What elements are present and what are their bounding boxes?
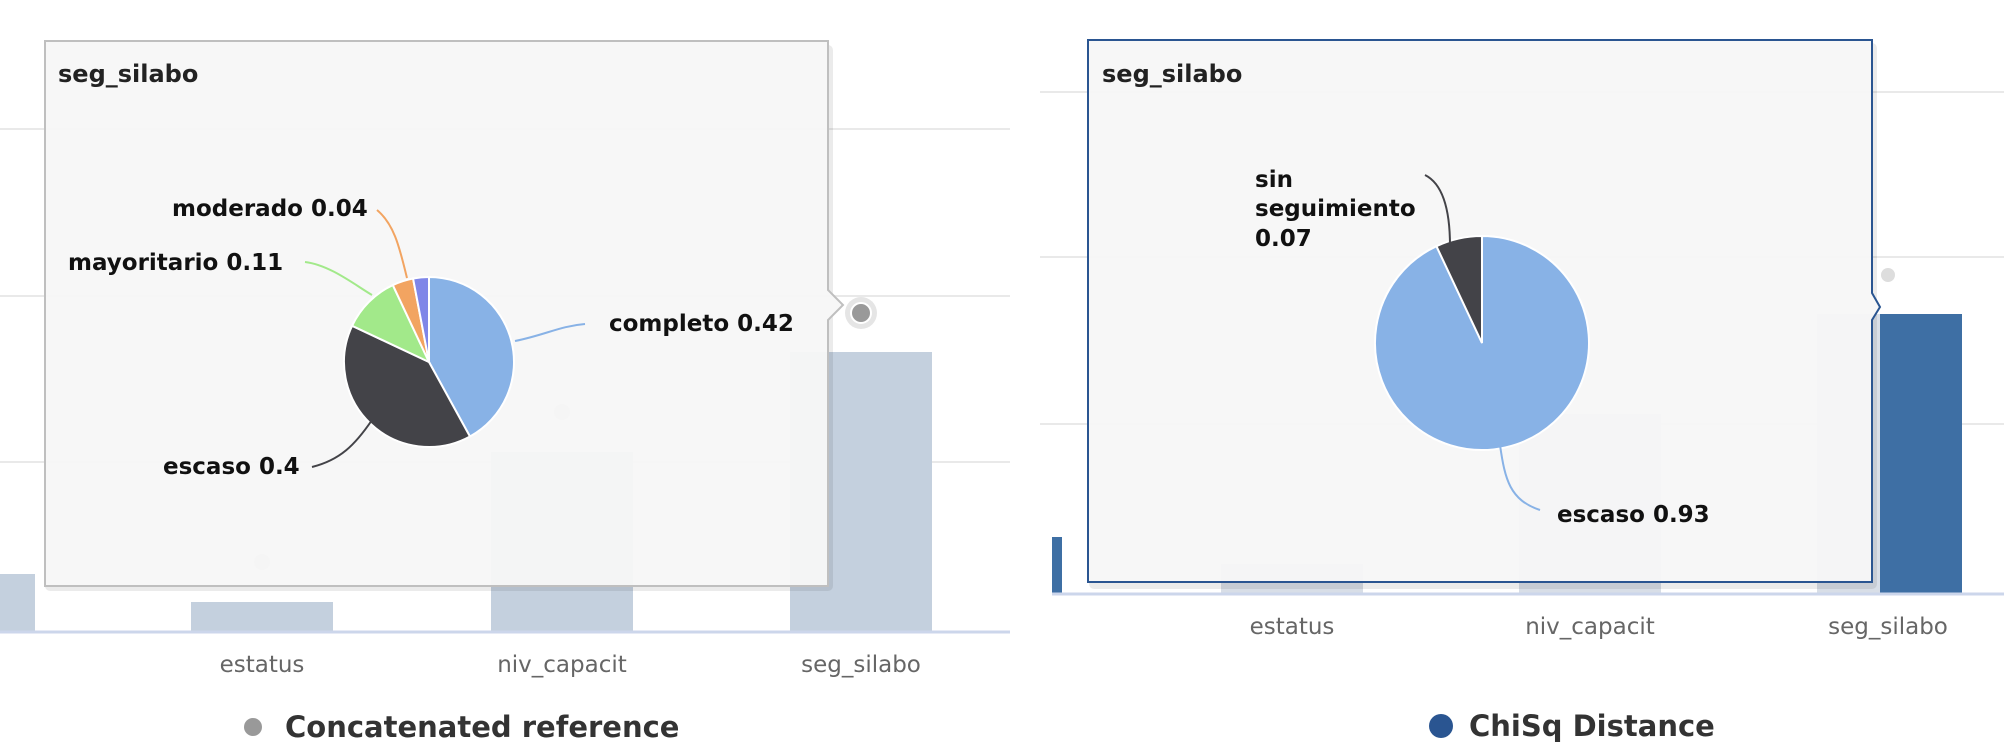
right-pie-label-sin-line3: 0.07 xyxy=(1255,226,1312,252)
left-connector-escaso xyxy=(311,419,373,468)
right-pie-label-sin-line1: sin xyxy=(1255,167,1293,193)
right-pie xyxy=(1374,234,1590,451)
right-axis-label-seg-silabo: seg_silabo xyxy=(1828,614,1948,640)
left-pie-label-moderado: moderado 0.04 xyxy=(172,196,368,222)
right-hover-marker[interactable] xyxy=(1881,268,1895,282)
pie-slice-sin-seguimiento[interactable] xyxy=(1435,234,1483,344)
pie-slice-unlabeled-4[interactable] xyxy=(411,275,430,363)
right-legend-marker[interactable] xyxy=(1429,714,1453,738)
right-axis-label-estatus: estatus xyxy=(1250,614,1335,640)
right-pie-label-escaso: escaso 0.93 xyxy=(1557,502,1710,528)
right-chart-svg: estatus niv_capacit seg_silabo ChiSq Dis… xyxy=(1040,39,2004,743)
left-pie-label-completo: completo 0.42 xyxy=(609,311,794,337)
right-connector-escaso xyxy=(1499,444,1541,511)
pie-slice-completo[interactable] xyxy=(428,275,515,438)
left-pie-label-mayoritario: mayoritario 0.11 xyxy=(68,250,283,276)
left-connector-completo xyxy=(514,323,586,342)
left-hover-marker[interactable] xyxy=(850,302,872,324)
left-axis-label-estatus: estatus xyxy=(220,652,305,678)
left-legend-label[interactable]: Concatenated reference xyxy=(285,710,679,744)
left-tooltip: seg_silabo completo 0.42 escaso 0.4 mayo… xyxy=(44,40,845,591)
left-pie xyxy=(343,275,515,448)
right-partial-bar xyxy=(1052,537,1062,594)
right-chart-panel: estatus niv_capacit seg_silabo ChiSq Dis… xyxy=(1040,0,2004,748)
left-pie-label-escaso: escaso 0.4 xyxy=(163,454,300,480)
left-connector-moderado xyxy=(376,209,408,279)
left-partial-bar xyxy=(0,574,35,632)
right-tooltip-title: seg_silabo xyxy=(1102,60,1242,88)
bar-seg_silabo-highlight[interactable] xyxy=(1880,314,1962,594)
right-legend-label[interactable]: ChiSq Distance xyxy=(1469,709,1715,743)
right-axis-label-niv-capacit: niv_capacit xyxy=(1525,614,1655,640)
left-axis-label-seg-silabo: seg_silabo xyxy=(801,652,921,678)
pie-slice-escaso[interactable] xyxy=(343,324,472,448)
bar-estatus[interactable] xyxy=(191,602,333,632)
right-tooltip: seg_silabo escaso 0.93 sin seguimiento 0… xyxy=(1087,39,1882,589)
left-chart-panel: estatus niv_capacit seg_silabo Concatena… xyxy=(0,40,1010,744)
left-tooltip-title: seg_silabo xyxy=(58,60,198,88)
left-connector-mayoritario xyxy=(304,261,373,296)
right-pie-label-sin-line2: seguimiento xyxy=(1255,196,1416,222)
right-connector-sin-seguimiento xyxy=(1424,174,1451,247)
left-chart-svg: estatus niv_capacit seg_silabo Concatena… xyxy=(0,40,1010,744)
left-axis-label-niv-capacit: niv_capacit xyxy=(497,652,627,678)
left-legend-marker[interactable] xyxy=(244,718,262,736)
